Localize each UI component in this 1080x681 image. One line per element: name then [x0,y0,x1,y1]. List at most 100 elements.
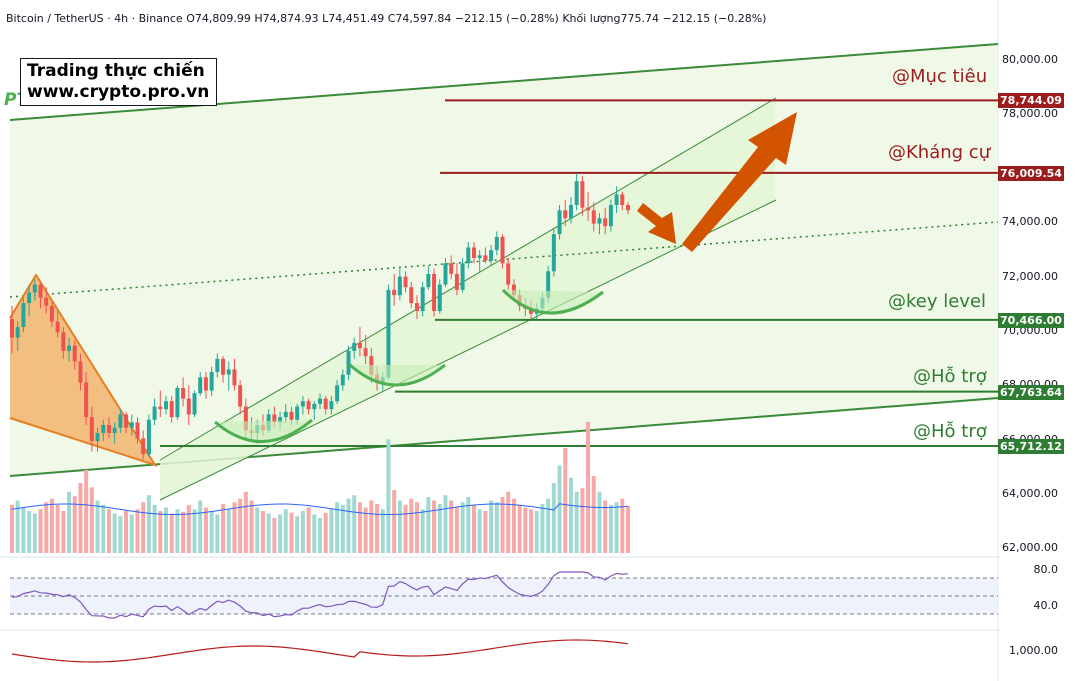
volume-bar [375,504,380,553]
volume-bar [10,504,14,553]
candle-body [209,372,214,391]
cup-arc [501,288,604,315]
symbol-name[interactable]: Bitcoin / TetherUS · 4h · Binance [6,12,183,25]
volume-bar [620,498,625,553]
candle-body [603,218,608,227]
volume-bar [118,516,123,553]
price-tick-label: 72,000.00 [1002,270,1058,283]
volume-bar [181,511,186,553]
volume-bar [95,500,100,553]
volume-bar [409,498,414,553]
candle-body [146,419,151,455]
volume-bar [72,496,77,553]
level-annotation: @Mục tiêu [892,66,988,87]
candle-body [546,271,551,298]
volume-bar [574,491,579,553]
volume-bar [380,509,385,553]
candle-body [472,247,476,259]
candle-body [106,425,111,434]
volume-bar [597,491,602,553]
candle-body [414,303,419,312]
candle-body [563,210,568,219]
candle-body [300,401,305,407]
volume-bar [472,504,476,553]
candle-body [460,263,465,290]
candle-body [72,345,77,362]
candle-body [175,387,180,418]
candle-body [283,411,288,418]
candle-body [27,292,32,304]
volume-bar [89,487,94,553]
volume-bar [323,512,328,553]
level-price-tag: 76,009.54 [998,165,1064,181]
candle-body [454,273,459,290]
candle-body [346,350,351,375]
price-tick-label: 64,000.00 [1002,487,1058,500]
volume-bar [146,495,151,553]
indicator-tick-label: 80.0 [1033,563,1059,576]
brand-title: Trading thực chiến [27,61,205,81]
candle-body [557,210,562,235]
volume-bar [563,448,568,553]
volume-bar [386,439,391,553]
level-annotation: @Kháng cự [888,142,991,163]
volume-bar [106,509,111,553]
indicator-line [11,639,629,663]
candle-body [49,305,54,322]
candle-body [129,422,134,428]
volume-bar [506,491,511,553]
price-tick-label: 78,000.00 [1002,107,1058,120]
candle-body [44,297,49,306]
volume-bar [175,509,180,553]
brand-box: Trading thực chiến www.crypto.pro.vn [20,58,217,106]
volume-bar [426,497,431,553]
volume-bar [449,500,454,553]
volume-bar [129,514,134,553]
candle-body [10,319,14,338]
candle-body [15,326,20,338]
volume-bar [164,507,168,553]
volume-bar [546,498,551,553]
level-annotation: @Hỗ trợ [913,421,987,442]
candle-body [101,425,106,434]
volume-bar [397,500,402,553]
volume-bar [44,502,49,553]
volume-bar [67,491,72,553]
volume-bar [27,511,32,553]
volume-bar [534,511,539,553]
candle-body [591,210,596,224]
volume-bar [603,500,608,553]
price-tick-label: 74,000.00 [1002,215,1058,228]
indicator-tick-label: 40.0 [1033,599,1059,612]
volume-bar [580,488,585,553]
candle-body [477,255,482,259]
candle-body [152,406,157,420]
cup-arc [214,418,313,443]
candle-body [95,433,100,441]
candle-body [586,207,591,211]
volume-bar [443,495,448,553]
candle-body [335,385,340,402]
candle-body [426,273,431,288]
volume-bar [21,507,26,553]
level-annotation: @Hỗ trợ [913,366,987,387]
volume-bar [238,498,243,553]
volume-bar [557,465,562,553]
volume-bar [152,504,157,553]
volume-bar [306,507,311,553]
candle-body [141,438,146,455]
volume-bar [523,507,528,553]
candle-body [186,398,191,415]
volume-label: Khối lượng [562,12,621,25]
volume-bar [414,502,419,553]
candle-body [568,205,573,219]
candle-body [614,194,619,205]
candle-body [112,427,117,434]
candle-body [432,273,437,312]
volume-bar [340,504,345,553]
volume-bar [500,497,505,553]
volume-bar [477,509,482,553]
volume-bar [483,511,488,553]
volume-bar [186,504,191,553]
